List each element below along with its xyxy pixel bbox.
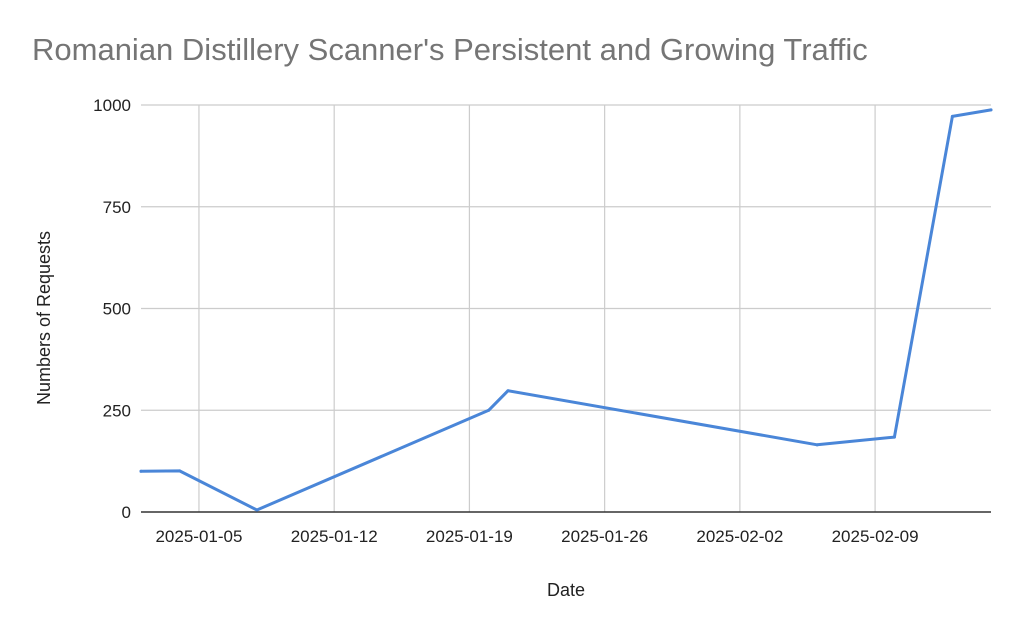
y-tick-label: 500 [103,300,131,319]
y-axis-title: Numbers of Requests [34,231,54,405]
x-tick-labels: 2025-01-05 2025-01-12 2025-01-19 2025-01-26… [155,527,918,546]
x-axis-title: Date [547,580,585,600]
data-point [139,469,143,473]
data-point [255,508,259,512]
data-point [989,108,993,112]
x-tick-label: 2025-01-12 [291,527,378,546]
y-tick-labels: 0 250 500 750 1000 [93,96,131,522]
chart-title: Romanian Distillery Scanner's Persistent… [32,32,868,67]
data-point [815,443,819,447]
series-lines [139,108,993,512]
y-tick-label: 750 [103,198,131,217]
data-point [950,114,954,118]
x-tick-label: 2025-01-19 [426,527,513,546]
x-tick-label: 2025-01-26 [561,527,648,546]
y-tick-label: 250 [103,401,131,420]
grid-lines [141,104,991,513]
y-tick-label: 1000 [93,96,131,115]
data-point [506,389,510,393]
y-tick-label: 0 [122,503,131,522]
x-tick-label: 2025-01-05 [155,527,242,546]
x-tick-label: 2025-02-02 [696,527,783,546]
data-point [892,435,896,439]
series-line [139,108,993,512]
data-point [178,469,182,473]
data-point [487,408,491,412]
x-tick-label: 2025-02-09 [832,527,919,546]
